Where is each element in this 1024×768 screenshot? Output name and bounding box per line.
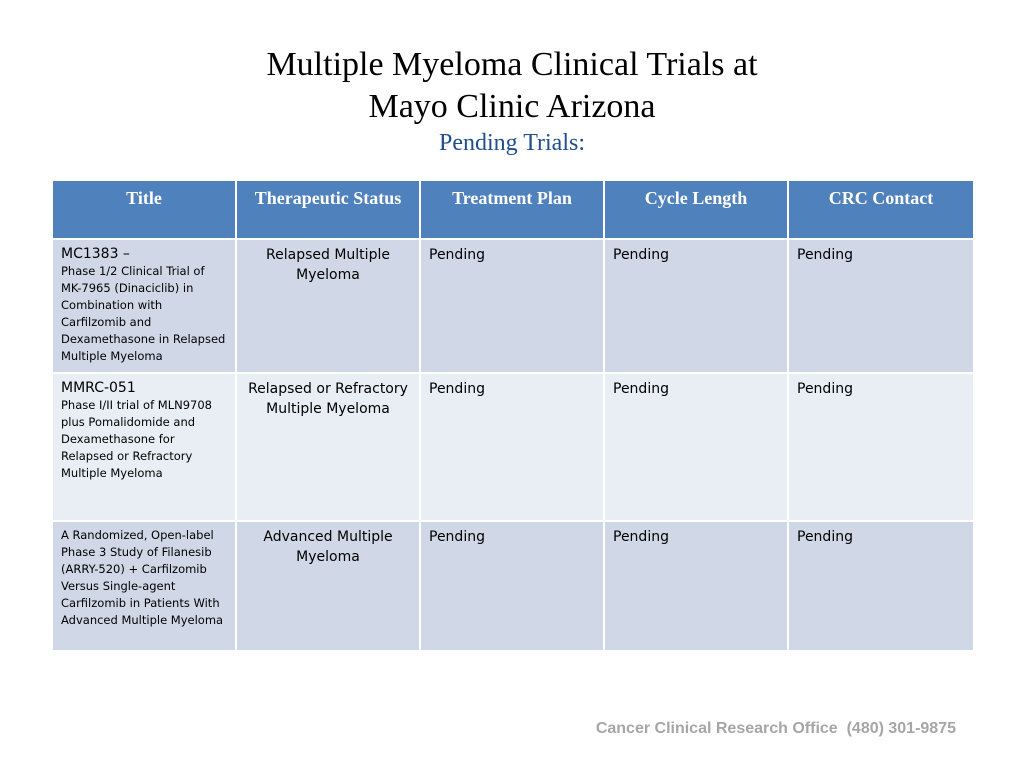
- cycle-length-cell: Pending: [603, 520, 789, 652]
- treatment-plan-cell: Pending: [419, 520, 605, 652]
- table-row: A Randomized, Open-label Phase 3 Study o…: [51, 520, 975, 652]
- page-subtitle: Pending Trials:: [438, 130, 586, 156]
- therapeutic-status-cell: Advanced Multiple Myeloma: [235, 520, 421, 652]
- table-row: MMRC-051 Phase I/II trial of MLN9708 plu…: [51, 372, 975, 522]
- crc-contact-cell: Pending: [787, 520, 975, 652]
- column-header-title: Title: [51, 179, 237, 240]
- page-title-line-1: Multiple Myeloma Clinical Trials at: [266, 46, 758, 83]
- treatment-plan-cell: Pending: [419, 238, 605, 374]
- trial-title-cell: MMRC-051 Phase I/II trial of MLN9708 plu…: [51, 372, 237, 522]
- column-header-cycle-length: Cycle Length: [603, 179, 789, 240]
- page-title-line-2: Mayo Clinic Arizona: [368, 88, 656, 125]
- trial-title-cell: A Randomized, Open-label Phase 3 Study o…: [51, 520, 237, 652]
- treatment-plan-cell: Pending: [419, 372, 605, 522]
- crc-contact-cell: Pending: [787, 372, 975, 522]
- trial-description: Phase 1/2 Clinical Trial of MK-7965 (Din…: [61, 264, 226, 363]
- cycle-length-cell: Pending: [603, 372, 789, 522]
- title-block: Multiple Myeloma Clinical Trials at Mayo…: [0, 44, 1024, 158]
- column-header-therapeutic-status: Therapeutic Status: [235, 179, 421, 240]
- trial-code: MC1383 –: [61, 246, 130, 262]
- therapeutic-status-cell: Relapsed or Refractory Multiple Myeloma: [235, 372, 421, 522]
- trial-description: A Randomized, Open-label Phase 3 Study o…: [61, 528, 224, 627]
- therapeutic-status-cell: Relapsed Multiple Myeloma: [235, 238, 421, 374]
- trial-title-cell: MC1383 – Phase 1/2 Clinical Trial of MK-…: [51, 238, 237, 374]
- footer-contact: Cancer Clinical Research Office (480) 30…: [595, 720, 956, 737]
- trial-code: MMRC-051: [61, 380, 136, 396]
- crc-contact-cell: Pending: [787, 238, 975, 374]
- table-header-row: Title Therapeutic Status Treatment Plan …: [51, 179, 975, 240]
- column-header-crc-contact: CRC Contact: [787, 179, 975, 240]
- trial-description: Phase I/II trial of MLN9708 plus Pomalid…: [61, 398, 212, 480]
- table-row: MC1383 – Phase 1/2 Clinical Trial of MK-…: [51, 238, 975, 374]
- column-header-treatment-plan: Treatment Plan: [419, 179, 605, 240]
- cycle-length-cell: Pending: [603, 238, 789, 374]
- trials-table: Title Therapeutic Status Treatment Plan …: [51, 179, 975, 652]
